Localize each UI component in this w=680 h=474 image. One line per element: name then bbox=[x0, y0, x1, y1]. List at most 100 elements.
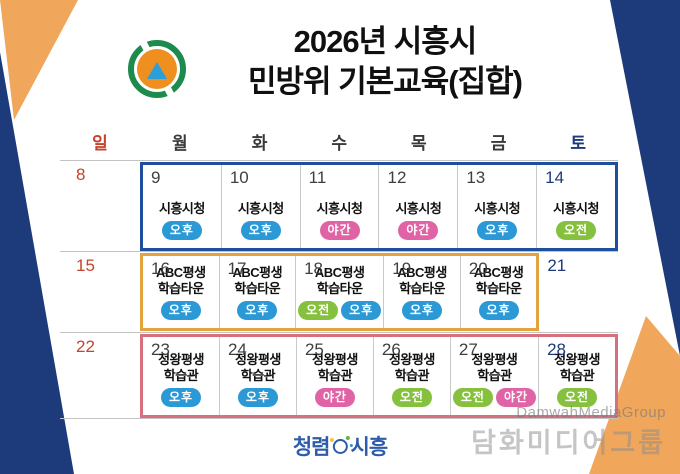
time-badges: 오후 bbox=[160, 301, 201, 320]
emblem-dot-blue bbox=[349, 443, 353, 447]
venue-label: ABC평생 학습타운 bbox=[232, 265, 283, 296]
day-number: 11 bbox=[308, 168, 327, 187]
time-badge: 야간 bbox=[319, 221, 360, 240]
day-number: 21 bbox=[547, 256, 567, 275]
time-badges: 오후 bbox=[478, 301, 519, 320]
day-number: 18 bbox=[304, 259, 323, 278]
emblem-triangle bbox=[147, 62, 167, 79]
calendar: 일 월 화 수 목 금 토 8 9 시흥시청 오후 10 시흥시청 오후 11 시흥시청 야간 12 시흥시청 야간… bbox=[60, 132, 618, 424]
day-number: 14 bbox=[545, 168, 565, 187]
day-number: 22 bbox=[76, 337, 95, 356]
time-badges: 야간 bbox=[398, 221, 439, 240]
calendar-cell: 18 ABC평생 학습타운 오전 오후 bbox=[296, 256, 385, 328]
weekday-label: 목 bbox=[411, 134, 427, 153]
saturday-cell: 21 bbox=[539, 253, 618, 331]
time-badge: 오후 bbox=[341, 301, 382, 320]
day-number: 26 bbox=[381, 340, 401, 359]
calendar-week-row: 22 23 정왕평생 학습관 오후 24 정왕평생 학습관 오후 25 정왕평생 학습관 야간 26 정왕평… bbox=[60, 334, 618, 418]
time-badge: 오후 bbox=[478, 301, 519, 320]
time-badge: 오후 bbox=[160, 301, 201, 320]
day-number: 23 bbox=[151, 340, 170, 359]
watermark-line-1: DamwahMediaGroup bbox=[516, 404, 666, 421]
venue-label: 시흥시청 bbox=[237, 200, 284, 216]
sunday-cell: 15 bbox=[60, 253, 140, 331]
venue-label: 시흥시청 bbox=[474, 200, 521, 216]
venue-label: 정왕평생 학습관 bbox=[312, 352, 358, 383]
time-badges: 오후 bbox=[160, 388, 202, 407]
day-number: 13 bbox=[466, 168, 486, 187]
footer-logo-text-left: 청렴 bbox=[292, 436, 331, 459]
week-highlight-box: 9 시흥시청 오후 10 시흥시청 오후 11 시흥시청 야간 12 시흥시청 야간 13 시흥시청 오후 1… bbox=[140, 162, 618, 251]
venue-label: 시흥시청 bbox=[158, 200, 205, 216]
time-badges: 야간 bbox=[319, 221, 360, 240]
time-badges: 오후 bbox=[237, 388, 278, 407]
calendar-cell: 16 ABC평생 학습타운 오후 bbox=[143, 256, 220, 328]
emblem-dot-yellow bbox=[329, 437, 334, 442]
weekday-label: 금 bbox=[490, 134, 507, 153]
day-number: 27 bbox=[458, 340, 478, 359]
civil-defense-emblem-icon bbox=[128, 38, 186, 99]
day-number: 9 bbox=[151, 168, 161, 187]
venue-label: 정왕평생 학습관 bbox=[554, 352, 600, 383]
time-badge: 오후 bbox=[161, 221, 202, 240]
day-number: 10 bbox=[229, 168, 249, 187]
time-badges: 오후 bbox=[401, 301, 443, 320]
calendar-cell: 14 시흥시청 오전 bbox=[537, 165, 615, 248]
time-badge: 오전 bbox=[556, 221, 597, 240]
calendar-cell: 26 정왕평생 학습관 오전 bbox=[374, 337, 451, 415]
weekday-label: 화 bbox=[251, 134, 268, 153]
day-number: 19 bbox=[392, 259, 412, 278]
week-highlight-box: 16 ABC평생 학습타운 오후 17 ABC평생 학습타운 오후 18 ABC평생 학습타운 오전 오… bbox=[140, 253, 540, 331]
calendar-cell: 25 정왕평생 학습관 야간 bbox=[297, 337, 374, 415]
venue-label: 시흥시청 bbox=[316, 200, 363, 216]
time-badges: 오전 bbox=[557, 388, 598, 407]
venue-label: 정왕평생 학습관 bbox=[158, 352, 204, 383]
week-highlight-box: 23 정왕평생 학습관 오후 24 정왕평생 학습관 오후 25 정왕평생 학습관 야간 26 정왕평생 학… bbox=[140, 334, 618, 418]
sunday-cell: 22 bbox=[60, 334, 140, 418]
day-number: 15 bbox=[76, 256, 95, 275]
time-badges: 오전 bbox=[391, 388, 432, 407]
time-badges: 오후 bbox=[477, 221, 518, 240]
time-badges: 오전 오후 bbox=[298, 301, 382, 320]
time-badge: 야간 bbox=[495, 388, 537, 407]
page-title: 2026년 시흥시 민방위 기본교육(집합) bbox=[205, 22, 565, 102]
time-badge: 오후 bbox=[477, 221, 518, 240]
header: 2026년 시흥시 민방위 기본교육(집합) bbox=[0, 0, 680, 125]
emblem-dot-green bbox=[345, 435, 350, 440]
venue-label: 정왕평생 학습관 bbox=[235, 352, 281, 383]
calendar-cell: 12 시흥시청 야간 bbox=[379, 165, 459, 248]
row-divider bbox=[60, 251, 618, 252]
sunday-cell: 8 bbox=[60, 162, 140, 251]
time-badges: 야간 bbox=[314, 388, 355, 407]
title-line-1: 2026년 시흥시 bbox=[293, 24, 478, 59]
time-badge: 오후 bbox=[240, 221, 281, 240]
time-badges: 오전 야간 bbox=[452, 388, 537, 407]
time-badges: 오후 bbox=[237, 301, 278, 320]
calendar-week-row: 8 9 시흥시청 오후 10 시흥시청 오후 11 시흥시청 야간 12 시흥시청 야간 13 시흥시청 오후… bbox=[60, 162, 618, 251]
time-badge: 오후 bbox=[237, 388, 278, 407]
time-badge: 야간 bbox=[398, 221, 439, 240]
row-divider bbox=[60, 160, 618, 161]
calendar-cell: 24 정왕평생 학습관 오후 bbox=[220, 337, 297, 415]
row-divider bbox=[60, 332, 618, 333]
watermark-line-2: 담화미디어그룹 bbox=[471, 428, 666, 458]
day-number: 28 bbox=[547, 340, 566, 359]
time-badges: 오후 bbox=[161, 221, 202, 240]
venue-label: ABC평생 학습타운 bbox=[155, 265, 206, 296]
time-badge: 오전 bbox=[391, 388, 432, 407]
venue-label: ABC평생 학습타운 bbox=[473, 265, 524, 296]
time-badges: 오전 bbox=[556, 221, 597, 240]
time-badge: 오후 bbox=[237, 301, 278, 320]
time-badge: 오후 bbox=[160, 388, 202, 407]
weekday-label: 수 bbox=[331, 134, 347, 153]
time-badge: 오후 bbox=[401, 301, 443, 320]
venue-label: 정왕평생 학습관 bbox=[471, 352, 518, 383]
